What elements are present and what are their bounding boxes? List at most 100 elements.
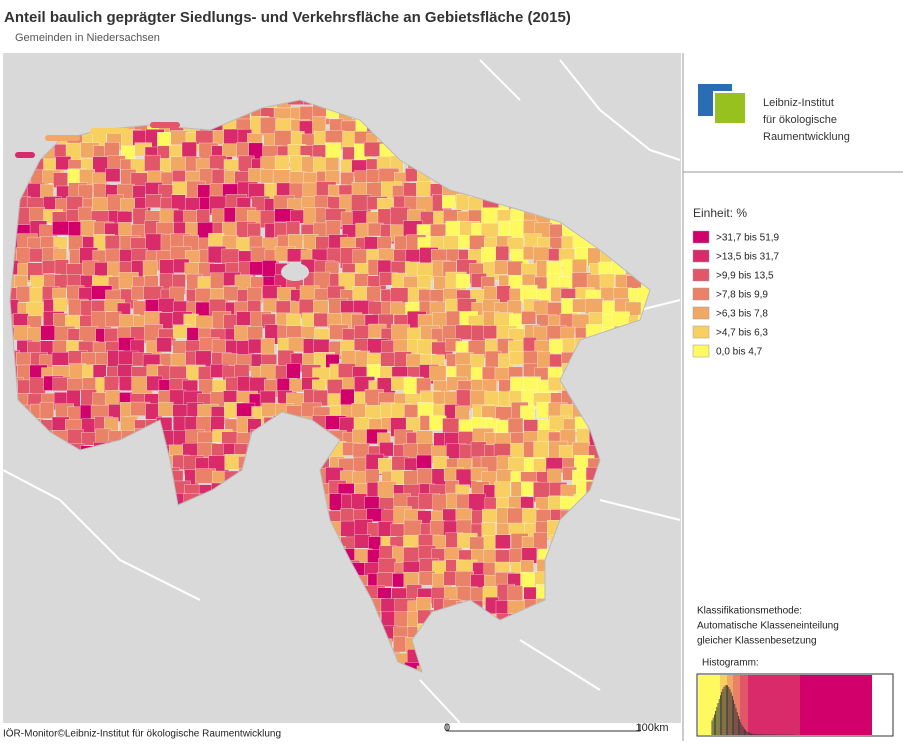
municipality	[325, 142, 342, 160]
municipality	[274, 155, 290, 170]
logo-text: Raumentwicklung	[763, 131, 850, 143]
municipality	[158, 401, 174, 417]
municipality	[145, 193, 162, 208]
municipality	[507, 507, 525, 524]
municipality	[287, 337, 305, 353]
municipality	[403, 470, 418, 487]
municipality	[105, 168, 121, 182]
histogram-label: Histogramm:	[702, 658, 759, 669]
municipality	[171, 194, 186, 211]
municipality	[494, 481, 511, 499]
credit: IÖR-Monitor©Leibniz-Institut für ökologi…	[3, 728, 281, 740]
municipality	[429, 365, 447, 382]
histogram	[698, 675, 872, 735]
municipality	[170, 353, 186, 368]
municipality	[455, 193, 470, 211]
municipalities	[10, 100, 650, 672]
municipality	[585, 298, 604, 314]
legend: >31,7 bis 51,9 >13,5 bis 31,7 >9,9 bis 13,…	[692, 230, 780, 358]
legend-swatch	[692, 287, 710, 301]
municipality	[393, 636, 408, 653]
histogram-band	[800, 675, 872, 735]
logo-text: Leibniz-Institut	[763, 97, 834, 109]
municipality	[144, 154, 161, 172]
legend-swatch	[692, 325, 710, 339]
municipality	[442, 418, 460, 435]
municipality	[378, 557, 397, 574]
legend-swatch	[692, 249, 710, 263]
islands	[15, 122, 180, 158]
municipality	[67, 378, 83, 392]
municipality	[40, 325, 56, 341]
municipality	[181, 141, 197, 159]
municipality	[29, 207, 46, 222]
municipality	[222, 221, 237, 237]
municipality	[379, 442, 394, 457]
municipality	[39, 401, 55, 419]
classification-text: Klassifikationsmethode:	[697, 606, 802, 617]
municipality	[441, 194, 456, 209]
legend-swatch	[692, 306, 710, 320]
municipality	[286, 363, 301, 381]
municipality	[261, 260, 277, 277]
legend-label: >13,5 bis 31,7	[716, 252, 780, 263]
municipality	[417, 402, 434, 418]
island	[45, 135, 80, 141]
municipality	[223, 286, 239, 301]
classification-text: gleicher Klassenbesetzung	[697, 636, 817, 647]
municipality	[143, 286, 164, 300]
municipality	[354, 534, 371, 549]
municipality	[536, 401, 551, 419]
logo-text: für ökologische	[763, 114, 837, 126]
municipality	[599, 273, 615, 289]
histogram-band	[733, 675, 740, 735]
municipality	[158, 298, 175, 313]
legend-label: >4,7 bis 6,3	[716, 328, 768, 339]
bremen-area	[281, 263, 309, 281]
scale-start: 0	[444, 722, 450, 734]
legend-unit: Einheit: %	[693, 206, 747, 220]
municipality	[376, 572, 393, 587]
municipality	[416, 181, 433, 199]
subtitle: Gemeinden in Niedersachsen	[15, 32, 160, 44]
municipality	[53, 297, 68, 313]
municipality	[431, 468, 447, 486]
municipality	[507, 585, 523, 603]
municipality	[79, 326, 98, 343]
municipality	[495, 534, 511, 549]
title: Anteil baulich geprägter Siedlungs- und …	[4, 9, 571, 26]
legend-label: >31,7 bis 51,9	[716, 233, 780, 244]
municipality	[131, 286, 145, 300]
municipality	[455, 273, 470, 288]
legend-swatch	[692, 344, 710, 358]
histogram-band	[720, 675, 727, 735]
municipality	[221, 248, 240, 265]
state-outline	[9, 99, 651, 673]
municipality	[195, 130, 215, 145]
municipality	[156, 337, 172, 353]
legend-swatch	[692, 268, 710, 282]
municipality	[236, 142, 251, 159]
municipality	[119, 376, 133, 391]
municipality	[274, 130, 294, 147]
classification-text: Automatische Klasseneinteilung	[697, 621, 839, 632]
island	[90, 128, 130, 134]
legend-label: >7,8 bis 9,9	[716, 290, 768, 301]
municipality	[549, 224, 564, 240]
legend-label: >9,9 bis 13,5	[716, 271, 774, 282]
island	[150, 122, 180, 128]
logo-green	[713, 91, 747, 125]
municipality	[521, 311, 537, 325]
municipality	[105, 311, 122, 327]
municipality	[416, 454, 432, 471]
municipality	[351, 403, 367, 418]
histogram-frame	[696, 673, 894, 737]
histogram-band	[748, 675, 800, 735]
municipality	[287, 100, 305, 105]
municipality	[247, 222, 261, 238]
legend-label: 0,0 bis 4,7	[716, 347, 763, 358]
legend-swatch	[692, 230, 710, 244]
histogram-band	[740, 675, 748, 735]
